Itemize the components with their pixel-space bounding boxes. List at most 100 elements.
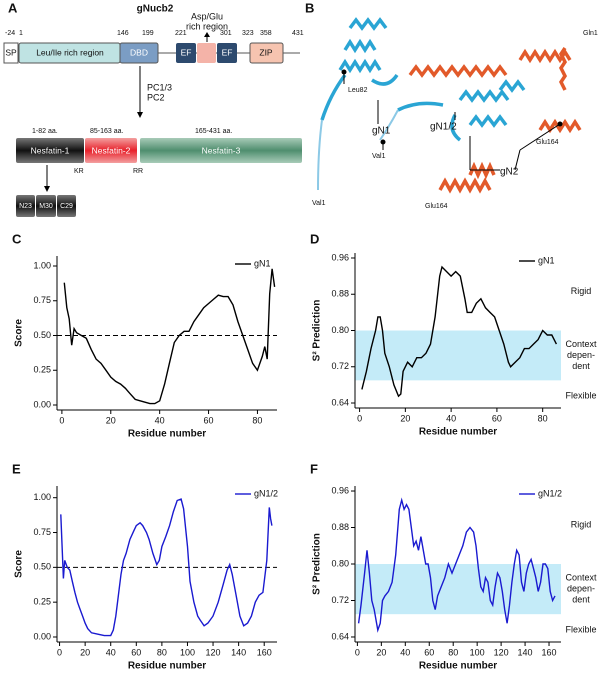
- subfragment: [57, 195, 76, 217]
- x-tick-label: 60: [424, 647, 434, 657]
- region-label: depen-: [567, 350, 595, 360]
- subfragment-label: C29: [60, 203, 73, 210]
- domain-label: EF: [181, 47, 192, 57]
- protein-title: gNucb2: [137, 4, 174, 15]
- x-tick-label: 0: [357, 413, 362, 423]
- legend-label: gN1: [538, 255, 555, 265]
- subfragment-label: M30: [39, 203, 53, 210]
- domain: [176, 43, 196, 63]
- data-line: [357, 497, 556, 633]
- annotation: Asp/Glu: [191, 11, 223, 21]
- x-tick-label: 20: [400, 413, 410, 423]
- x-tick-label: 60: [131, 647, 141, 657]
- y-tick-label: 0.96: [331, 485, 349, 495]
- domain-label: ZIP: [259, 47, 273, 57]
- panel-label: D: [310, 231, 319, 246]
- domain: [197, 43, 216, 63]
- site: KR: [74, 168, 84, 175]
- annotation: rich region: [186, 21, 228, 31]
- coil: [317, 109, 399, 191]
- domain-label: SP: [5, 47, 17, 57]
- x-tick-label: 20: [376, 647, 386, 657]
- site: RR: [133, 168, 143, 175]
- arrow-head: [137, 112, 143, 118]
- x-tick-label: 140: [231, 647, 246, 657]
- y-tick-label: 1.00: [33, 260, 51, 270]
- x-axis-title: Residue number: [128, 429, 206, 440]
- position: 301: [220, 30, 232, 37]
- x-tick-label: 100: [470, 647, 485, 657]
- band: [355, 330, 561, 381]
- x-tick-label: 20: [106, 415, 116, 425]
- fragment: [85, 138, 137, 163]
- region-label: Flexible: [565, 624, 596, 634]
- construct-label: gN1: [372, 126, 391, 137]
- fragment-label: Nesfatin-3: [202, 145, 241, 155]
- subfragment: [36, 195, 56, 217]
- legend-label: gN1/2: [254, 488, 278, 498]
- panel-label: E: [12, 461, 21, 476]
- x-tick-label: 120: [494, 647, 509, 657]
- panel-label: C: [12, 231, 22, 246]
- y-tick-label: 0.88: [331, 522, 349, 532]
- domain-label: EF: [222, 47, 233, 57]
- enzyme: PC1/3: [147, 82, 172, 92]
- y-tick-label: 0.00: [33, 399, 51, 409]
- y-tick-label: 0.00: [33, 631, 51, 641]
- residue-label: Glu164: [536, 139, 559, 146]
- fragment: [16, 138, 84, 163]
- y-axis-title: S² Prediction: [312, 300, 323, 362]
- y-tick-label: 0.25: [33, 365, 51, 375]
- region-label: depen-: [567, 583, 595, 593]
- region-label: dent: [572, 594, 590, 604]
- construct-label: gN1/2: [430, 122, 457, 133]
- residue-label: Leu82: [348, 87, 368, 94]
- residue-dot: [557, 121, 563, 127]
- x-tick-label: 160: [257, 647, 272, 657]
- y-axis-title: Score: [14, 550, 25, 578]
- residue-dot: [341, 69, 347, 75]
- position: 431: [292, 30, 304, 37]
- subfragment: [16, 195, 35, 217]
- y-tick-label: 0.25: [33, 597, 51, 607]
- x-tick-label: 160: [542, 647, 557, 657]
- x-axis-title: Residue number: [128, 661, 206, 672]
- data-line: [60, 498, 273, 637]
- y-tick-label: 0.96: [331, 252, 349, 262]
- x-tick-label: 80: [538, 413, 548, 423]
- x-tick-label: 0: [355, 647, 360, 657]
- region-label: Flexible: [565, 391, 596, 401]
- domain-label: Leu/Ile rich region: [36, 47, 104, 57]
- y-tick-label: 0.50: [33, 330, 51, 340]
- x-tick-label: 40: [106, 647, 116, 657]
- range: 1-82 aa.: [32, 128, 58, 135]
- residue-label: Gln1: [583, 30, 598, 37]
- position: 199: [142, 30, 154, 37]
- charts: C 0.00 0.25 0.50 0.75 1.00 0 20 40 60 80 Residue nu…: [12, 231, 597, 671]
- range: 165-431 aa.: [195, 128, 232, 135]
- x-tick-label: 40: [155, 415, 165, 425]
- y-tick-label: 0.75: [33, 527, 51, 537]
- panel-label: B: [305, 0, 314, 15]
- x-tick-label: 40: [446, 413, 456, 423]
- fragment-label: Nesfatin-2: [92, 145, 131, 155]
- region-label: Context: [565, 572, 597, 582]
- fragment: [140, 138, 302, 163]
- position: 146: [117, 30, 129, 37]
- position: -24: [5, 30, 15, 37]
- domain: [249, 42, 284, 64]
- region-label: Rigid: [571, 286, 592, 296]
- position: 1: [19, 30, 23, 37]
- domain: [119, 42, 159, 64]
- arrow-head: [44, 186, 50, 192]
- residue-dot: [380, 139, 386, 145]
- helix-blue: [320, 17, 526, 142]
- y-tick-label: 0.88: [331, 289, 349, 299]
- y-tick-label: 0.80: [331, 325, 349, 335]
- residue-label: Glu164: [425, 203, 448, 210]
- arrow-head: [204, 32, 210, 37]
- domain: [3, 42, 19, 64]
- x-tick-label: 60: [492, 413, 502, 423]
- x-tick-label: 80: [157, 647, 167, 657]
- data-line: [63, 268, 276, 405]
